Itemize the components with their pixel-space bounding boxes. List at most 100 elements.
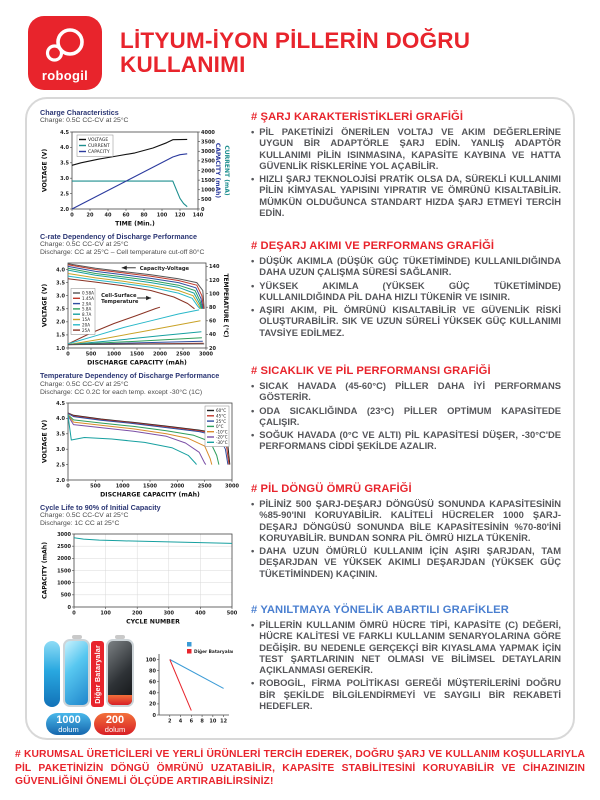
- svg-text:3.0: 3.0: [60, 176, 69, 182]
- svg-text:2000: 2000: [201, 168, 215, 174]
- svg-text:60: 60: [123, 212, 130, 218]
- svg-text:100: 100: [209, 291, 220, 297]
- cycles-unit: dolum: [58, 724, 79, 734]
- svg-text:CURRENT (mA): CURRENT (mA): [223, 145, 230, 195]
- svg-text:8.7A: 8.7A: [82, 312, 92, 317]
- svg-text:200: 200: [132, 611, 143, 617]
- chart-subtitle: Discharge: CC at 25°C – Cell temperature…: [40, 249, 205, 256]
- svg-text:100: 100: [157, 212, 168, 218]
- svg-text:120: 120: [209, 278, 220, 284]
- svg-text:25°C: 25°C: [216, 418, 226, 423]
- svg-text:0: 0: [201, 206, 205, 212]
- logo-text: robogil: [41, 68, 89, 83]
- cycles-badge-1000: 1000 dolum: [46, 713, 91, 736]
- footer-note: # KURUMSAL ÜRETİCİLERİ VE YERLİ ÜRÜNLERİ…: [15, 749, 585, 788]
- svg-text:20A: 20A: [82, 323, 90, 328]
- svg-text:5.8A: 5.8A: [82, 307, 92, 312]
- svg-text:3000: 3000: [201, 149, 215, 155]
- section-heading: # ŞARJ KARAKTERİSTİKLERİ GRAFİĞİ: [251, 111, 464, 123]
- svg-text:3.5: 3.5: [56, 280, 65, 286]
- svg-text:15A: 15A: [82, 317, 90, 322]
- charge-characteristics-block: Charge Characteristics Charge: 0.5C CC-C…: [40, 108, 239, 231]
- svg-text:0: 0: [153, 713, 157, 719]
- cycle-life-block: Cycle Life to 90% of Initial Capacity Ch…: [40, 503, 239, 630]
- svg-text:3.5: 3.5: [60, 160, 69, 166]
- svg-text:3.5: 3.5: [56, 431, 65, 437]
- svg-text:8: 8: [200, 719, 204, 725]
- svg-text:10: 10: [209, 719, 216, 725]
- svg-text:CAPACITY: CAPACITY: [88, 149, 110, 155]
- cycles-value: 1000: [56, 714, 81, 727]
- chart-title: Temperature Dependency of Discharge Perf…: [40, 371, 220, 381]
- svg-text:0: 0: [70, 212, 74, 218]
- bullet-item: • PİLLERİN KULLANIM ÖMRÜ HÜCRE TİPİ, KAPA…: [251, 619, 561, 676]
- svg-text:1500: 1500: [57, 568, 71, 574]
- c-rate-discharge-chart: 0 500 1000 1500 2000 2500 3000 1.0 1.5 2.0 2.5 3.0 3…: [42, 262, 229, 367]
- svg-text:500: 500: [201, 197, 212, 203]
- svg-text:-30°C: -30°C: [216, 440, 228, 445]
- svg-text:2000: 2000: [170, 483, 184, 489]
- svg-text:Diğer Bataryalar: Diğer Bataryalar: [194, 649, 233, 655]
- svg-text:80: 80: [209, 305, 216, 311]
- svg-text:1000: 1000: [201, 187, 215, 193]
- svg-text:120: 120: [175, 212, 186, 218]
- svg-text:20: 20: [209, 346, 216, 352]
- svg-text:1000: 1000: [107, 352, 121, 358]
- svg-text:0: 0: [68, 605, 72, 611]
- charts-column: Charge Characteristics Charge: 0.5C CC-C…: [39, 108, 239, 736]
- svg-text:4.0: 4.0: [56, 267, 65, 273]
- svg-text:VOLTAGE: VOLTAGE: [88, 137, 108, 143]
- battery-cap: [71, 635, 82, 640]
- header: robogil LİTYUM-İYON PİLLERİN DOĞRU KULLA…: [28, 16, 550, 90]
- battery-shell: [106, 639, 134, 708]
- svg-text:2500: 2500: [198, 483, 212, 489]
- section-3: # SICAKLIK VE PİL PERFORMANSI GRAFİĞİ • SI…: [251, 365, 561, 474]
- svg-text:40: 40: [209, 332, 216, 338]
- svg-text:DISCHARGE CAPACITY (mAh): DISCHARGE CAPACITY (mAh): [100, 491, 200, 498]
- svg-text:2.5: 2.5: [56, 307, 65, 313]
- cycles-value: 200: [105, 714, 125, 727]
- svg-text:1500: 1500: [143, 483, 157, 489]
- section-4: # PİL DÖNGÜ ÖMRÜ GRAFİĞİ • PİLİNİZ 500 ŞAR…: [251, 483, 561, 595]
- svg-text:1000: 1000: [116, 483, 130, 489]
- robogil-battery-full: [63, 635, 90, 708]
- svg-text:4.0: 4.0: [56, 416, 65, 422]
- section-1: # ŞARJ KARAKTERİSTİKLERİ GRAFİĞİ • PİL PAK…: [251, 111, 561, 231]
- svg-text:140: 140: [193, 212, 204, 218]
- svg-text:400: 400: [195, 611, 206, 617]
- svg-text:Cell-Surface: Cell-Surface: [101, 293, 137, 299]
- svg-text:1500: 1500: [201, 177, 215, 183]
- svg-text:60: 60: [209, 319, 216, 325]
- svg-text:1500: 1500: [130, 352, 144, 358]
- section-heading: # PİL DÖNGÜ ÖMRÜ GRAFİĞİ: [251, 483, 412, 495]
- section-heading: # SICAKLIK VE PİL PERFORMANSI GRAFİĞİ: [251, 365, 491, 377]
- chart-subtitle: Charge: 0.5C CC-CV at 25°C: [40, 117, 129, 125]
- svg-text:CAPACITY (mAh): CAPACITY (mAh): [42, 542, 49, 599]
- cycles-badge-200: 200 dolum: [94, 713, 136, 736]
- bullet-item: • PİL PAKETİNİZİ ÖNERİLEN VOLTAJ VE AKIM …: [251, 126, 561, 171]
- svg-text:20: 20: [149, 702, 156, 708]
- low-charge-fill: [108, 695, 132, 706]
- svg-text:1.45A: 1.45A: [82, 296, 94, 301]
- chart-subtitle: Discharge: CC 0.2C for each temp. except…: [40, 388, 203, 396]
- svg-text:2.9A: 2.9A: [82, 301, 92, 306]
- svg-text:VOLTAGE (V): VOLTAGE (V): [42, 284, 49, 327]
- svg-text:4.0: 4.0: [60, 145, 69, 151]
- banner-label: Diğer Bataryalar: [93, 644, 102, 704]
- robogil-logo: robogil: [28, 16, 102, 90]
- bullet-item: • ROBOGİL, FİRMA POLİTİKASI GEREĞİ MÜŞTER…: [251, 677, 561, 711]
- section-5: # YANILTMAYA YÖNELİK ABARTILI GRAFİKLER •…: [251, 604, 561, 713]
- svg-text:3000: 3000: [199, 352, 213, 358]
- chart-title: Charge Characteristics: [40, 108, 119, 117]
- svg-text:3.0: 3.0: [56, 294, 65, 300]
- svg-text:4.5: 4.5: [60, 129, 69, 135]
- svg-text:2000: 2000: [153, 352, 167, 358]
- svg-text:VOLTAGE (V): VOLTAGE (V): [42, 419, 49, 462]
- svg-text:3000: 3000: [57, 532, 71, 538]
- svg-text:0: 0: [72, 611, 76, 617]
- svg-text:0.58A: 0.58A: [82, 291, 94, 296]
- svg-text:300: 300: [164, 611, 175, 617]
- other-batteries-banner: Diğer Bataryalar: [91, 641, 104, 708]
- svg-text:500: 500: [61, 593, 72, 599]
